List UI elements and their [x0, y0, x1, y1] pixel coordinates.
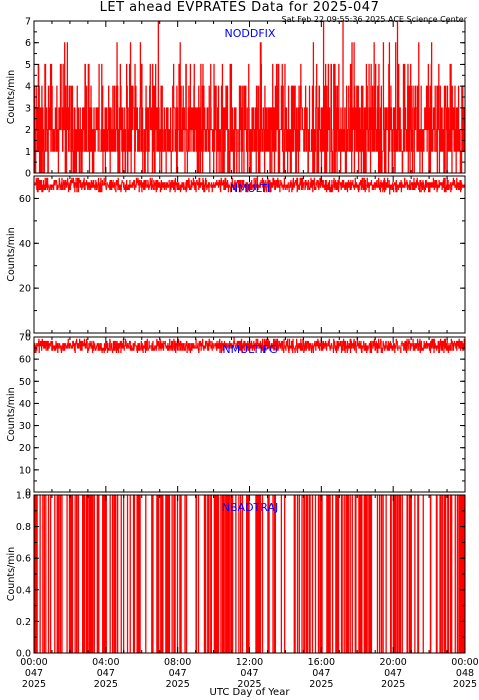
panel-frame-3	[33, 336, 466, 493]
y-tick-label: 0.8	[16, 522, 31, 533]
panel-label: NBADTRAJ	[222, 501, 278, 514]
series-trace-3	[34, 336, 466, 353]
y-tick-label: 60	[19, 194, 31, 205]
y-tick-label: 3	[25, 103, 31, 114]
x-tick-label-doy: 047	[25, 668, 43, 679]
y-tick-label: 5	[25, 60, 31, 71]
x-tick-label-time: 16:00	[308, 657, 335, 668]
y-tick-label: 10	[19, 465, 31, 476]
x-tick-label-time: 04:00	[92, 657, 119, 668]
y-tick-label: 1.0	[16, 491, 31, 502]
x-tick-label-doy: 047	[97, 668, 115, 679]
x-tick-label-doy: 047	[312, 668, 330, 679]
series-trace-1	[33, 20, 466, 174]
y-tick-label: 50	[19, 377, 31, 388]
panel-label: NMULTIFG	[222, 343, 277, 356]
y-tick-label: 30	[19, 421, 31, 432]
series-trace-2	[34, 175, 466, 195]
y-tick-label: 2	[25, 125, 31, 136]
x-tick-label-year: 2025	[381, 679, 405, 690]
x-tick-label-time: 00:00	[451, 657, 478, 668]
y-tick-label: 20	[19, 284, 31, 295]
x-tick-label-time: 20:00	[379, 657, 406, 668]
x-tick-label-doy: 047	[169, 668, 187, 679]
y-tick-label: 70	[19, 333, 31, 344]
x-tick-label-year: 2025	[166, 679, 190, 690]
x-tick-label-year: 2025	[94, 679, 118, 690]
y-tick-label: 0.2	[16, 617, 31, 628]
y-tick-label: 40	[19, 239, 31, 250]
y-tick-label: 60	[19, 355, 31, 366]
y-tick-label: 1	[25, 147, 31, 158]
y-axis-label: Counts/min	[6, 70, 17, 124]
y-tick-label: 0	[25, 169, 31, 180]
x-tick-label-time: 00:00	[20, 657, 47, 668]
x-tick-label-year: 2025	[22, 679, 46, 690]
x-tick-label-time: 12:00	[236, 657, 263, 668]
panel-label: NODDFIX	[225, 27, 276, 40]
y-tick-label: 20	[19, 443, 31, 454]
x-tick-label-time: 08:00	[164, 657, 191, 668]
y-tick-label: 0.6	[16, 554, 31, 565]
chart-title: LET ahead EVPRATES Data for 2025-047	[99, 0, 380, 15]
x-axis-label: UTC Day of Year	[210, 687, 291, 698]
panel-frame-2	[33, 175, 466, 334]
y-tick-label: 0.0	[16, 649, 31, 660]
y-axis-label: Counts/min	[6, 547, 17, 601]
timestamp: Sat Feb 22 09:55:36 2025 ACE Science Cen…	[281, 15, 467, 24]
y-tick-label: 0	[25, 488, 31, 499]
y-tick-label: 6	[25, 38, 31, 49]
x-tick-label-year: 2025	[237, 679, 261, 690]
x-tick-label-year: 2025	[453, 679, 477, 690]
y-tick-label: 4	[25, 82, 31, 93]
y-tick-label: 0.4	[16, 585, 31, 596]
y-tick-label: 0	[25, 329, 31, 340]
panel-label: NMULTI	[230, 182, 270, 195]
x-tick-label-year: 2025	[309, 679, 333, 690]
y-axis-label: Counts/min	[6, 387, 17, 441]
series-trace-4	[34, 494, 466, 654]
x-tick-label-doy: 047	[384, 668, 402, 679]
x-tick-label-doy: 048	[456, 668, 474, 679]
y-tick-label: 40	[19, 399, 31, 410]
y-tick-label: 7	[25, 17, 31, 28]
y-axis-label: Counts/min	[6, 227, 17, 281]
x-tick-label-doy: 047	[240, 668, 258, 679]
